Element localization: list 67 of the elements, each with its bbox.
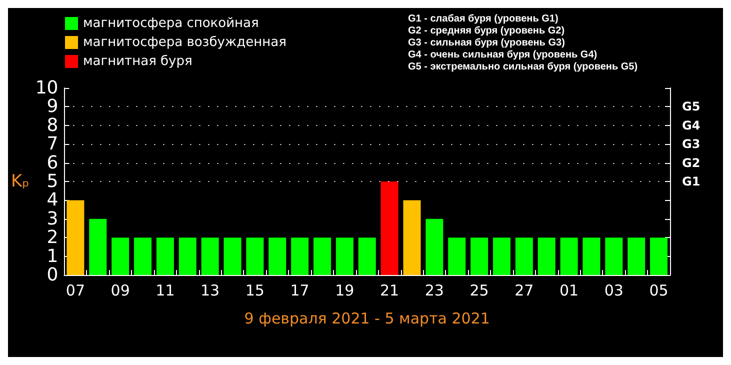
bar xyxy=(403,200,421,275)
x-tick-label: 11 xyxy=(156,282,175,300)
bar xyxy=(291,238,309,275)
ref-line-label: G5 xyxy=(682,100,700,114)
y-tick-label: 7 xyxy=(46,134,58,155)
x-tick-label: 01 xyxy=(559,282,579,300)
text: G1 - слабая буря (уровень G1) xyxy=(408,14,558,24)
x-tick-label: 23 xyxy=(424,282,444,300)
bar xyxy=(224,238,242,275)
x-tick-label: 21 xyxy=(380,282,400,300)
bar xyxy=(650,238,668,275)
bar xyxy=(178,238,196,275)
x-tick-label: 17 xyxy=(290,282,310,300)
bar xyxy=(538,238,556,275)
bar xyxy=(515,238,533,275)
text: G2 - средняя буря (уровень G2) xyxy=(408,26,565,36)
x-tick-label: 13 xyxy=(200,282,220,300)
y-tick-label: 6 xyxy=(46,152,58,174)
bar xyxy=(492,238,510,275)
y-tick-label: 4 xyxy=(46,190,58,211)
x-tick-label: 15 xyxy=(245,282,264,300)
bar xyxy=(380,182,398,275)
bar xyxy=(426,218,444,275)
y-tick-label: 9 xyxy=(46,96,58,118)
text: G3 - сильная буря (уровень G3) xyxy=(408,38,565,48)
bar xyxy=(560,238,578,275)
bar xyxy=(628,238,646,275)
bar xyxy=(268,238,286,275)
bar xyxy=(156,238,174,275)
x-tick-label: 07 xyxy=(66,282,85,300)
ref-line-label: G4 xyxy=(682,118,700,132)
y-tick-label: 3 xyxy=(46,208,58,230)
legend-label: магнитосфера спокойная xyxy=(83,16,259,31)
bar xyxy=(112,238,130,275)
x-tick-label: 09 xyxy=(110,282,130,300)
bar xyxy=(605,238,623,275)
x-tick-label: 27 xyxy=(514,282,534,300)
bar xyxy=(358,238,376,275)
ref-line-label: G3 xyxy=(682,137,700,152)
x-tick-label: 05 xyxy=(649,282,668,300)
x-axis-title: 9 февраля 2021 - 5 марта 2021 xyxy=(244,310,490,328)
bar xyxy=(313,238,331,275)
bar xyxy=(89,218,107,275)
ref-line-label: G2 xyxy=(682,156,700,170)
text: G5 - экстремально сильная буря (уровень G5) xyxy=(408,62,638,72)
text: G4 - очень сильная буря (уровень G4) xyxy=(408,50,598,60)
bar xyxy=(582,238,600,275)
bar xyxy=(201,238,219,275)
bar xyxy=(336,238,354,275)
ref-line-label: G1 xyxy=(682,174,700,188)
bar xyxy=(448,238,466,275)
bar xyxy=(66,200,84,275)
legend-label: магнитосфера возбужденная xyxy=(83,35,286,50)
y-tick-label: 2 xyxy=(46,227,58,248)
x-tick-label: 19 xyxy=(335,282,354,300)
bar xyxy=(246,238,264,275)
y-tick-label: 10 xyxy=(35,78,58,98)
bar xyxy=(134,238,152,275)
x-tick-label: 25 xyxy=(470,282,489,300)
y-tick-label: 8 xyxy=(46,114,58,136)
bar xyxy=(470,238,488,275)
y-tick-label: 5 xyxy=(46,171,58,192)
x-tick-label: 03 xyxy=(604,282,624,300)
y-tick-label: 0 xyxy=(46,264,58,286)
legend-label: магнитная буря xyxy=(83,54,192,69)
y-tick-label: 1 xyxy=(46,246,58,267)
y-axis-title: Kₚ xyxy=(10,172,30,192)
